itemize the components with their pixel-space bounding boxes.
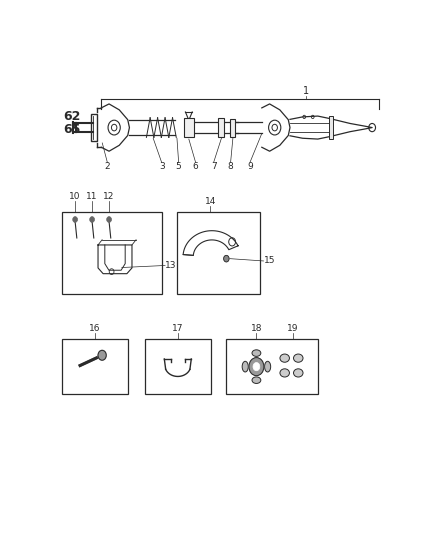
Bar xyxy=(184,118,194,137)
Text: 1: 1 xyxy=(303,86,309,95)
Bar xyxy=(177,212,260,294)
Ellipse shape xyxy=(252,350,261,357)
Text: 7: 7 xyxy=(211,163,216,172)
Text: 12: 12 xyxy=(103,192,115,201)
Text: 19: 19 xyxy=(287,324,299,333)
Circle shape xyxy=(73,216,78,222)
Text: 9: 9 xyxy=(247,163,253,172)
Circle shape xyxy=(224,255,229,262)
Ellipse shape xyxy=(252,377,261,383)
Bar xyxy=(226,339,318,394)
Bar xyxy=(145,339,211,394)
Bar xyxy=(230,118,235,136)
Text: 6: 6 xyxy=(193,163,198,172)
Circle shape xyxy=(253,362,260,371)
Circle shape xyxy=(98,350,106,360)
Circle shape xyxy=(249,358,264,376)
Ellipse shape xyxy=(265,361,271,372)
Text: 13: 13 xyxy=(165,261,177,270)
Text: 8: 8 xyxy=(228,163,233,172)
Bar xyxy=(61,212,162,294)
Text: 3: 3 xyxy=(159,163,165,172)
Ellipse shape xyxy=(242,361,248,372)
Text: 11: 11 xyxy=(86,192,98,201)
Bar xyxy=(218,118,224,138)
Text: 62: 62 xyxy=(63,110,81,123)
Bar xyxy=(61,339,128,394)
Text: 17: 17 xyxy=(172,324,184,333)
Text: 2: 2 xyxy=(105,163,110,172)
Text: 16: 16 xyxy=(89,324,100,333)
Ellipse shape xyxy=(280,354,290,362)
Bar xyxy=(92,114,97,141)
Text: 5: 5 xyxy=(176,163,181,172)
Circle shape xyxy=(107,216,111,222)
Bar xyxy=(329,116,333,139)
Ellipse shape xyxy=(293,354,303,362)
Ellipse shape xyxy=(293,369,303,377)
Text: 18: 18 xyxy=(251,324,262,333)
Circle shape xyxy=(90,216,95,222)
Text: 10: 10 xyxy=(69,192,81,201)
Text: 15: 15 xyxy=(264,256,275,265)
Ellipse shape xyxy=(280,369,290,377)
Text: 14: 14 xyxy=(205,197,216,206)
Text: 65: 65 xyxy=(63,123,81,136)
